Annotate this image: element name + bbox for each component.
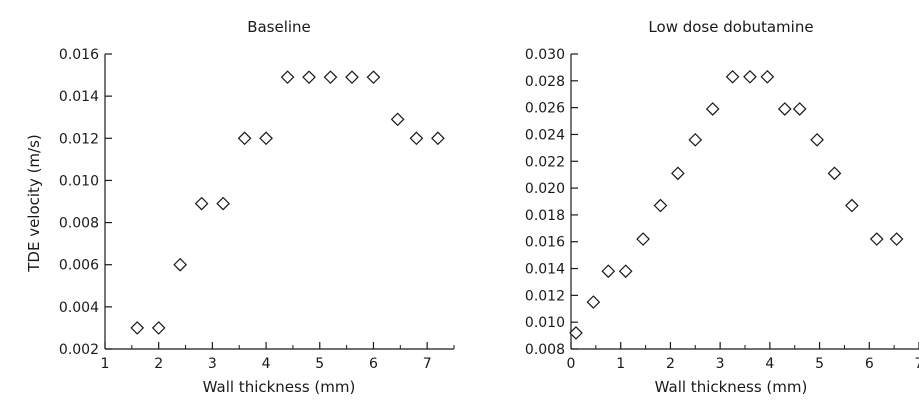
data-point (601, 264, 616, 279)
data-point (216, 196, 230, 211)
data-point (725, 69, 740, 84)
y-tick-label: 0.016 (59, 47, 99, 63)
y-tick-label: 0.002 (59, 342, 99, 358)
x-tick-label: 1 (616, 356, 625, 372)
data-point (151, 321, 166, 335)
x-tick-label: 2 (666, 356, 675, 372)
data-point (688, 132, 703, 147)
data-point (323, 70, 338, 85)
y-tick-label: 0.014 (525, 262, 565, 278)
y-tick-label: 0.018 (525, 208, 565, 224)
data-point (237, 131, 252, 146)
x-tick-label: 2 (154, 356, 163, 372)
data-point (618, 264, 633, 279)
data-point (810, 132, 824, 147)
y-tick-label: 0.008 (525, 342, 565, 358)
data-point (366, 70, 381, 85)
x-axis-label: Wall thickness (mm) (655, 378, 808, 396)
y-tick-label: 0.012 (525, 288, 565, 304)
y-tick-label: 0.026 (525, 101, 565, 117)
data-point (259, 131, 273, 146)
y-tick-label: 0.010 (59, 173, 99, 189)
data-point (653, 198, 668, 213)
y-tick-label: 0.030 (525, 47, 565, 63)
data-point (345, 70, 359, 85)
y-tick-label: 0.006 (59, 258, 99, 274)
x-tick-label: 4 (262, 356, 271, 372)
y-tick-label: 0.028 (525, 74, 565, 90)
x-tick-label: 6 (865, 356, 874, 372)
data-point (792, 102, 807, 116)
x-tick-label: 5 (815, 356, 824, 372)
x-tick-label: 5 (315, 356, 324, 372)
y-tick-label: 0.004 (59, 300, 99, 316)
y-tick-label: 0.010 (525, 315, 565, 331)
x-tick-label: 7 (423, 356, 432, 372)
x-tick-label: 3 (208, 356, 217, 372)
x-tick-label: 6 (369, 356, 378, 372)
y-tick-label: 0.012 (59, 131, 99, 147)
y-tick-label: 0.008 (59, 216, 99, 232)
data-point (390, 112, 405, 127)
data-point (827, 166, 842, 181)
data-point (760, 69, 775, 84)
y-tick-label: 0.022 (525, 154, 565, 170)
x-tick-label: 7 (915, 356, 919, 372)
data-point (636, 232, 650, 246)
data-point (705, 102, 720, 116)
chart-title: Baseline (247, 18, 311, 36)
data-point (889, 232, 904, 246)
baseline-chart: Baseline Wall thickness (mm) TDE velocit… (25, 18, 455, 396)
data-point (409, 131, 424, 146)
data-point (845, 198, 859, 213)
data-point (130, 321, 145, 335)
x-tick-label: 0 (567, 356, 576, 372)
data-point (586, 295, 601, 309)
x-tick-label: 3 (716, 356, 725, 372)
y-tick-label: 0.016 (525, 235, 565, 251)
data-point (743, 69, 757, 84)
data-point (569, 326, 583, 340)
data-point (194, 196, 209, 211)
y-tick-label: 0.020 (525, 181, 565, 197)
data-point (302, 70, 316, 85)
data-point (173, 257, 188, 272)
x-axis-label: Wall thickness (mm) (203, 378, 356, 396)
low-dose-dobutamine-chart: Low dose dobutamine Wall thickness (mm) … (525, 18, 919, 396)
y-axis-label: TDE velocity (m/s) (25, 134, 43, 273)
x-tick-label: 4 (765, 356, 774, 372)
data-point (431, 131, 445, 146)
data-point (869, 232, 884, 246)
data-point (777, 102, 792, 116)
data-point (671, 166, 685, 181)
x-tick-label: 1 (101, 356, 110, 372)
data-point (280, 70, 295, 85)
chart-title: Low dose dobutamine (648, 18, 813, 36)
y-tick-label: 0.024 (525, 127, 565, 143)
y-tick-label: 0.014 (59, 89, 99, 105)
